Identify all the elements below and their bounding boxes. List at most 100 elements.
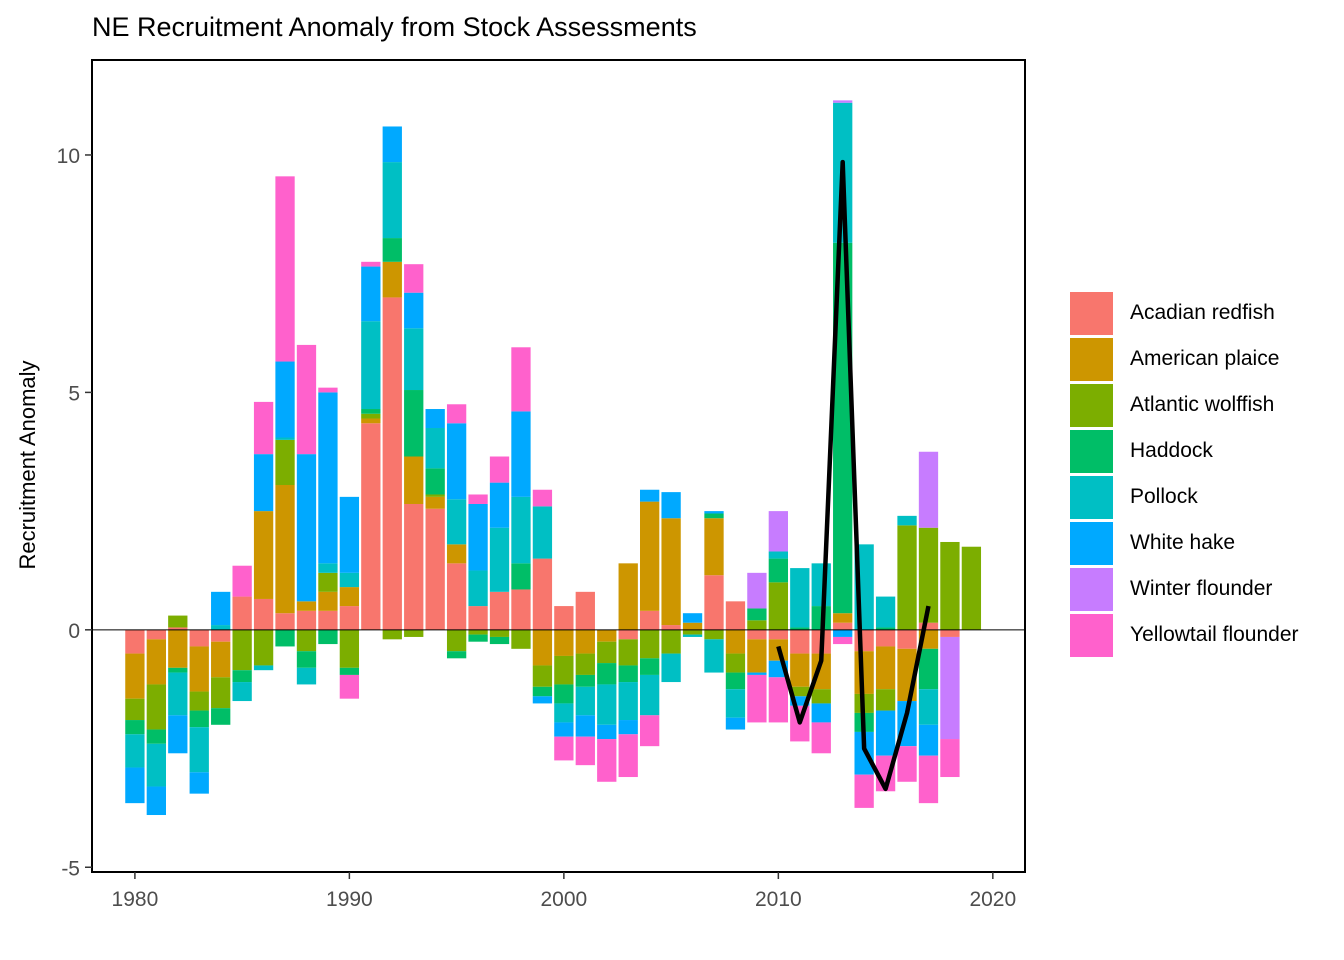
bar-segment — [339, 674, 360, 699]
bar-segment — [918, 724, 939, 756]
bar-segment — [618, 639, 638, 666]
bar-segment — [189, 710, 209, 728]
bar-segment — [747, 639, 767, 673]
legend-label: Winter flounder — [1130, 577, 1273, 600]
bar-segment — [661, 518, 681, 626]
bar-segment — [168, 627, 188, 630]
bar-segment — [725, 629, 746, 654]
bar-segment — [811, 722, 831, 754]
bar-segment — [189, 646, 209, 692]
bar-segment — [875, 596, 896, 628]
legend-item: Yellowtail flounder — [1070, 612, 1299, 658]
bar-segment — [318, 387, 338, 393]
bar-segment — [361, 409, 381, 414]
bar-segment — [940, 739, 960, 778]
bar-segment — [339, 572, 360, 588]
bar-segment — [446, 563, 467, 630]
bar-segment — [296, 601, 317, 611]
bar-segment — [704, 511, 724, 514]
legend-label: Haddock — [1130, 439, 1213, 462]
bar-segment — [446, 423, 467, 500]
total-anomaly-line — [776, 159, 931, 792]
bar-segment — [189, 727, 209, 773]
bar-segment — [532, 489, 553, 507]
bar-segment — [554, 722, 574, 737]
bar-segment — [833, 622, 853, 630]
bar-segment — [318, 392, 338, 564]
bar-segment — [682, 629, 703, 635]
bar-segment — [275, 176, 295, 362]
bar-segment — [339, 629, 360, 668]
bar-segment — [661, 625, 681, 630]
bar-segment — [597, 663, 617, 685]
bar-segment — [575, 591, 595, 630]
bar-segment — [318, 563, 338, 573]
bar-segment — [940, 629, 960, 637]
bar-segment — [489, 636, 510, 645]
legend-item: American plaice — [1070, 336, 1299, 382]
bar-segment — [404, 629, 424, 637]
bar-segment — [253, 454, 274, 512]
y-tick-label: 10 — [57, 145, 80, 168]
bar-segment — [425, 496, 445, 509]
bar-segment — [875, 646, 896, 690]
bar-segment — [253, 511, 274, 599]
bar-segment — [275, 629, 295, 647]
bar-segment — [790, 653, 810, 687]
bar-segment — [897, 515, 917, 526]
bar-segment — [339, 606, 360, 630]
bar-segment — [532, 506, 553, 559]
x-tick-label: 1990 — [326, 888, 373, 911]
bar-segment — [125, 720, 145, 735]
bar-segment — [618, 720, 638, 735]
bar-segment — [189, 691, 209, 711]
y-tick-label: 0 — [68, 620, 80, 643]
bar-segment — [875, 629, 896, 647]
bar-segment — [318, 610, 338, 630]
bar-segment — [790, 696, 810, 706]
legend-item: Acadian redfish — [1070, 290, 1299, 336]
bar-segment — [532, 665, 553, 687]
bar-segment — [704, 639, 724, 673]
bar-segment — [146, 786, 166, 816]
bar-segment — [168, 667, 188, 673]
bar-segment — [790, 568, 810, 628]
bar-segment — [790, 627, 810, 630]
bar-segment — [318, 572, 338, 592]
bar-segment — [511, 496, 531, 564]
bar-segment — [275, 613, 295, 630]
bar-segment — [704, 575, 724, 630]
bar-segment — [339, 496, 360, 573]
bar-segment — [833, 636, 853, 645]
legend-swatch — [1070, 291, 1113, 335]
bar-segment — [682, 622, 703, 630]
bar-segment — [790, 686, 810, 697]
bar-segment — [318, 591, 338, 611]
bar-segment — [554, 629, 574, 656]
legend: Acadian redfish American plaice Atlantic w… — [1070, 290, 1299, 658]
bar-segment — [125, 653, 145, 699]
legend-swatch — [1070, 613, 1113, 657]
bar-segment — [253, 598, 274, 630]
bar-segment — [833, 100, 853, 103]
bar-segment — [575, 629, 595, 654]
bar-segment — [768, 558, 788, 583]
bar-segment — [189, 629, 209, 647]
bar-segment — [382, 238, 402, 262]
bar-segment — [404, 456, 424, 504]
bar-segment — [232, 565, 252, 597]
bar-segment — [918, 451, 939, 528]
bar-segment — [253, 401, 274, 455]
bar-segment — [425, 468, 445, 495]
bar-segment — [275, 484, 295, 614]
bar-segment — [640, 629, 660, 659]
bar-segment — [940, 636, 960, 740]
bar-segment — [875, 710, 896, 756]
bar-segment — [404, 292, 424, 329]
bar-segment — [425, 409, 445, 429]
bar-segment — [854, 629, 874, 652]
legend-item: White hake — [1070, 520, 1299, 566]
bar-segment — [253, 665, 274, 671]
bar-segment — [575, 674, 595, 687]
bar-segment — [725, 601, 746, 630]
